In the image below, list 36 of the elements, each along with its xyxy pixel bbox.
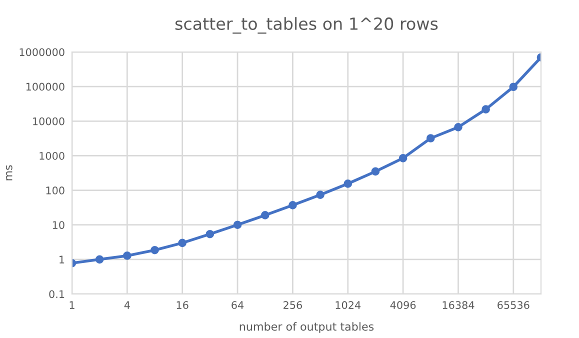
y-tick-label: 1000 — [40, 152, 64, 160]
point — [288, 201, 297, 210]
point — [426, 134, 435, 142]
x-tick-label: 64 — [232, 301, 244, 310]
x-tick-label: 4 — [124, 301, 130, 309]
x-tick-label: 65536 — [498, 301, 530, 310]
x-tick-label: 4096 — [390, 301, 416, 310]
point — [150, 246, 159, 254]
point — [233, 220, 242, 230]
point — [316, 190, 324, 199]
point — [454, 122, 462, 132]
y-tick-label: 100000 — [26, 82, 64, 91]
y-tick-label: 100 — [46, 186, 64, 194]
x-axis-title: number of output tables — [240, 322, 374, 333]
y-axis-title: ms — [6, 165, 12, 180]
y-tick-label: 10 — [52, 221, 64, 229]
y-tick-label: 0.1 — [49, 290, 64, 298]
point — [123, 252, 132, 260]
y-tick-label: 1000000 — [20, 48, 64, 56]
y-tick-label: 10000 — [33, 117, 64, 126]
point — [482, 105, 490, 114]
point — [206, 230, 214, 238]
x-tick-label: 1024 — [336, 301, 361, 310]
point — [178, 238, 187, 248]
point — [260, 211, 270, 220]
point — [344, 180, 352, 188]
x-tick-label: 16 — [176, 301, 188, 310]
x-tick-label: 1 — [70, 301, 74, 309]
x-tick-label: 256 — [284, 301, 302, 310]
point — [398, 154, 408, 162]
point — [95, 255, 104, 264]
point — [371, 167, 380, 176]
point — [509, 82, 518, 92]
y-tick-label: 1 — [60, 256, 64, 264]
x-tick-label: 16384 — [442, 301, 474, 310]
chart-title: scatter_to_tables on 1^20 rows — [175, 17, 438, 34]
